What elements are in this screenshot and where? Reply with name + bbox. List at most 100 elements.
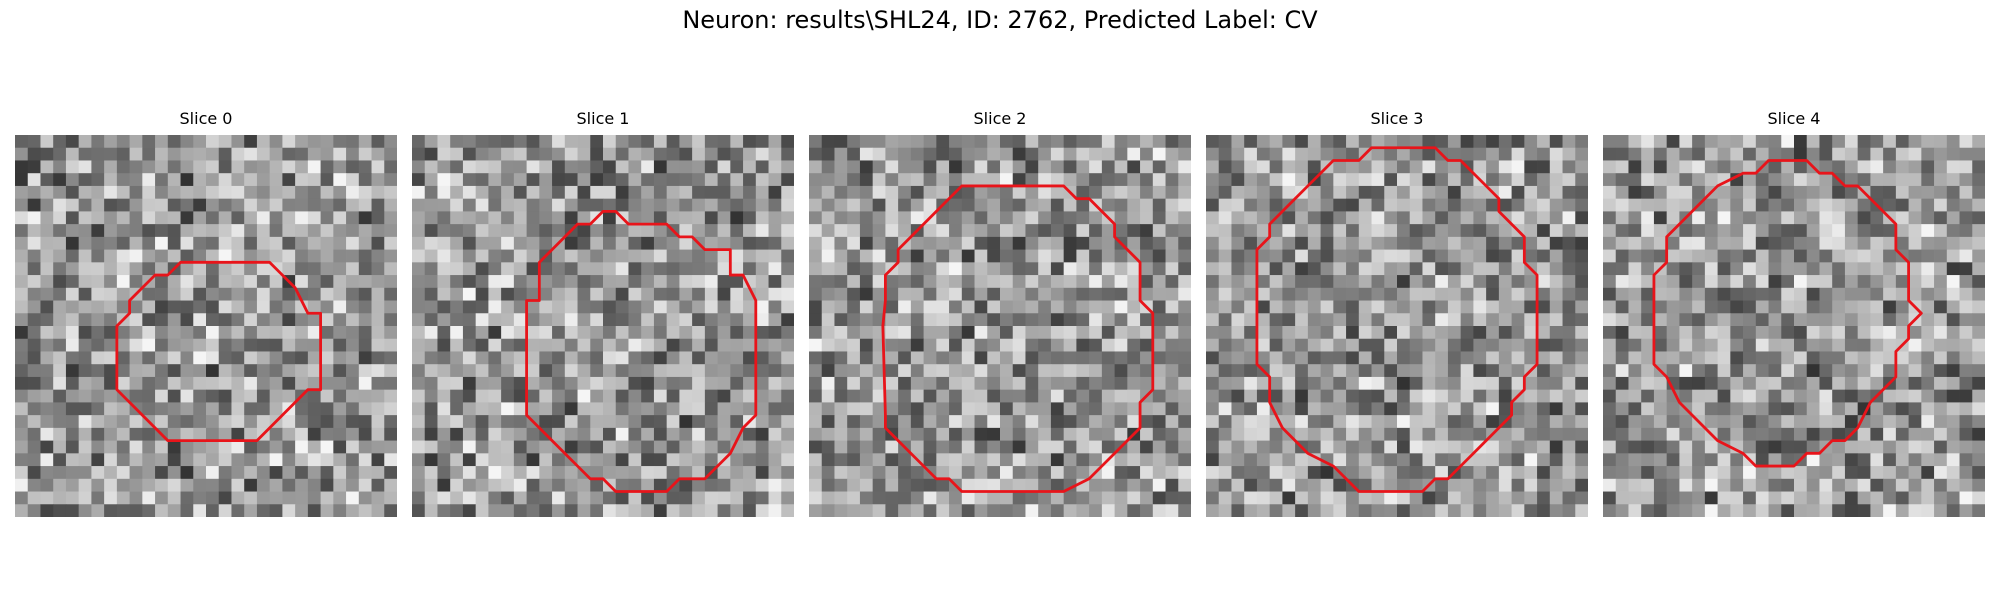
image-pixel xyxy=(116,300,130,314)
image-pixel xyxy=(437,351,451,365)
image-pixel xyxy=(371,135,385,149)
image-pixel xyxy=(1089,135,1103,149)
image-pixel xyxy=(1038,173,1052,187)
image-pixel xyxy=(1844,198,1859,212)
image-pixel xyxy=(1076,249,1090,263)
image-pixel xyxy=(1692,466,1706,480)
image-pixel xyxy=(1282,402,1296,416)
image-pixel xyxy=(1819,389,1833,403)
image-pixel xyxy=(295,364,309,378)
image-pixel xyxy=(1127,402,1141,416)
image-pixel xyxy=(603,300,617,314)
image-pixel xyxy=(1333,326,1347,340)
image-pixel xyxy=(885,313,899,327)
image-pixel xyxy=(307,504,321,517)
image-pixel xyxy=(1307,211,1321,225)
image-pixel xyxy=(462,427,477,441)
image-pixel xyxy=(358,364,372,378)
image-pixel xyxy=(577,453,591,467)
image-pixel xyxy=(180,135,194,149)
image-pixel xyxy=(462,453,477,467)
image-pixel xyxy=(218,338,232,352)
image-pixel xyxy=(1384,135,1398,149)
image-pixel xyxy=(1511,351,1525,365)
image-pixel xyxy=(450,275,464,289)
image-pixel xyxy=(1857,326,1871,340)
image-pixel xyxy=(1615,249,1629,263)
image-pixel xyxy=(847,211,861,225)
image-pixel xyxy=(1641,427,1655,441)
image-pixel xyxy=(333,338,347,352)
image-pixel xyxy=(1908,147,1922,161)
image-pixel xyxy=(885,300,899,314)
image-pixel xyxy=(1076,147,1090,161)
image-pixel xyxy=(104,262,118,276)
image-pixel xyxy=(1653,185,1668,200)
image-pixel xyxy=(1050,376,1065,391)
image-pixel xyxy=(1218,135,1232,149)
image-pixel xyxy=(910,427,924,441)
image-pixel xyxy=(1768,376,1782,391)
image-pixel xyxy=(1050,224,1065,238)
image-pixel xyxy=(53,402,67,416)
image-pixel xyxy=(1447,249,1462,263)
image-pixel xyxy=(1857,211,1871,225)
image-pixel xyxy=(1165,326,1179,340)
image-pixel xyxy=(1165,364,1179,378)
image-pixel xyxy=(1666,440,1680,454)
image-pixel xyxy=(717,338,731,352)
image-pixel xyxy=(437,376,451,391)
image-pixel xyxy=(704,198,718,212)
image-pixel xyxy=(666,351,680,365)
image-pixel xyxy=(1615,147,1629,161)
image-pixel xyxy=(333,364,347,378)
image-pixel xyxy=(1666,135,1680,149)
image-pixel xyxy=(295,313,309,327)
image-pixel xyxy=(193,326,207,340)
image-pixel xyxy=(15,262,29,276)
image-pixel xyxy=(513,224,527,238)
image-pixel xyxy=(1844,147,1859,161)
image-pixel xyxy=(1934,364,1948,378)
image-pixel xyxy=(1498,326,1512,340)
image-pixel xyxy=(679,249,693,263)
image-pixel xyxy=(1320,326,1334,340)
image-pixel xyxy=(1422,504,1436,517)
image-pixel xyxy=(936,351,950,365)
image-pixel xyxy=(1946,147,1960,161)
image-pixel xyxy=(346,440,360,454)
image-pixel xyxy=(949,135,963,149)
image-pixel xyxy=(1537,338,1551,352)
image-pixel xyxy=(206,440,220,454)
image-pixel xyxy=(1870,185,1884,200)
image-pixel xyxy=(1908,491,1922,505)
image-pixel xyxy=(1038,224,1052,238)
image-pixel xyxy=(1946,224,1960,238)
image-pixel xyxy=(539,389,553,403)
image-pixel xyxy=(1524,160,1538,174)
image-pixel xyxy=(1832,147,1846,161)
image-pixel xyxy=(1269,160,1283,174)
image-pixel xyxy=(1832,466,1846,480)
image-pixel xyxy=(1050,478,1065,492)
image-pixel xyxy=(1435,351,1449,365)
image-pixel xyxy=(488,415,502,429)
image-pixel xyxy=(1244,236,1258,250)
image-pixel xyxy=(320,338,334,352)
image-pixel xyxy=(1857,173,1871,187)
image-pixel xyxy=(1575,389,1588,403)
image-pixel xyxy=(974,440,988,454)
image-pixel xyxy=(834,453,848,467)
image-pixel xyxy=(974,453,988,467)
image-pixel xyxy=(1844,389,1859,403)
image-pixel xyxy=(231,135,245,149)
image-pixel xyxy=(1704,313,1718,327)
image-pixel xyxy=(1717,262,1731,276)
image-pixel xyxy=(1768,262,1782,276)
image-pixel xyxy=(358,224,372,238)
image-pixel xyxy=(1641,185,1655,200)
image-pixel xyxy=(1256,313,1271,327)
image-pixel xyxy=(1883,135,1897,149)
image-pixel xyxy=(231,275,245,289)
image-pixel xyxy=(1447,351,1462,365)
